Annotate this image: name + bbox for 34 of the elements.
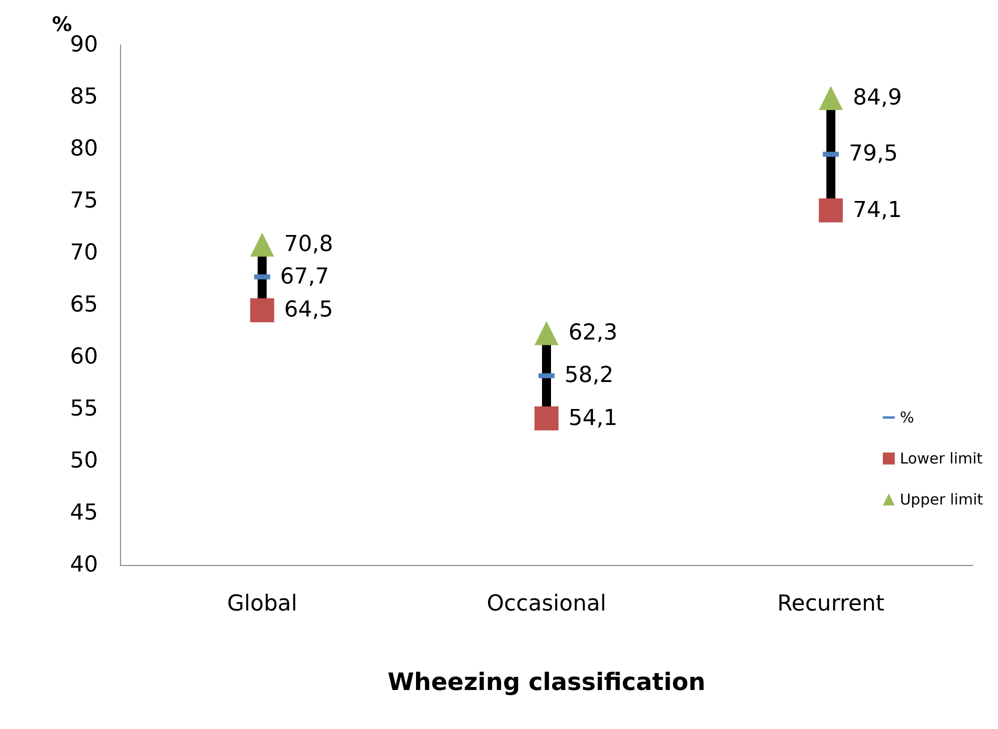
y-axis-title: % [52, 12, 72, 36]
y-tick-label: 45 [70, 500, 98, 526]
x-axis-title: Wheezing classification [388, 668, 706, 696]
data-label: 62,3 [568, 320, 618, 346]
legend-label: Upper limit [900, 490, 984, 508]
data-label: 64,5 [284, 298, 334, 323]
point [250, 232, 274, 257]
point [818, 198, 843, 222]
data-label: 79,5 [848, 142, 898, 167]
legend-label: Lower limit [900, 450, 983, 468]
y-tick-label: 70 [70, 240, 98, 266]
y-tick-label: 55 [70, 396, 98, 422]
point [818, 86, 843, 110]
data-label: 67,7 [280, 264, 330, 290]
point [534, 406, 558, 430]
y-tick-label: 65 [70, 292, 98, 318]
data-label: 84,9 [852, 86, 902, 111]
y-tick-label: 50 [70, 448, 98, 474]
data-label: 54,1 [568, 406, 618, 431]
y-tick-label: 90 [70, 32, 98, 58]
point [534, 321, 558, 346]
x-tick-label: Global [227, 592, 298, 616]
x-tick-label: Recurrent [777, 592, 885, 616]
data-label: 70,8 [284, 232, 334, 258]
data-label: 74,1 [852, 198, 902, 223]
y-tick-label: 60 [70, 344, 98, 370]
x-tick-label: Occasional [486, 592, 606, 616]
y-tick-label: 80 [70, 136, 98, 162]
y-tick-label: 40 [70, 552, 98, 578]
data-label: 58,2 [564, 363, 614, 388]
y-tick-label: 75 [70, 188, 98, 214]
legend-label: % [900, 408, 914, 426]
point [250, 298, 274, 322]
y-tick-label: 85 [70, 84, 98, 110]
